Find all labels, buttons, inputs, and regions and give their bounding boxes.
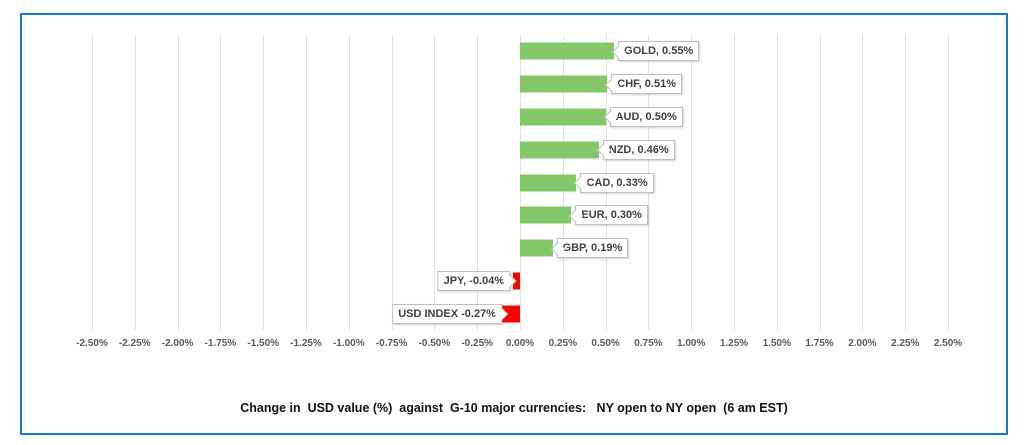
callout-tail <box>605 77 620 92</box>
bar <box>520 174 577 191</box>
gridline <box>691 35 693 330</box>
data-label: CAD, 0.33% <box>574 172 654 193</box>
gridline <box>134 35 136 330</box>
bar <box>520 239 553 257</box>
bar <box>520 141 599 159</box>
x-tick-label: 1.75% <box>805 338 834 349</box>
data-label: GBP, 0.19% <box>550 238 629 259</box>
chart-frame: -2.50% -2.25% -2.00% -1.75% -1.50% -1.25% -1.0… <box>20 13 1008 435</box>
data-label: AUD, 0.50% <box>603 106 683 127</box>
callout-tail <box>596 143 611 158</box>
data-label: GOLD, 0.55% <box>612 41 700 62</box>
gridline <box>734 35 735 330</box>
gridline <box>819 35 821 330</box>
gridline <box>948 35 949 330</box>
bar <box>520 206 572 224</box>
gridline <box>434 35 436 330</box>
x-tick-label: -1.50% <box>247 338 280 349</box>
plot-area: -2.50% -2.25% -2.00% -1.75% -1.50% -1.25% -1.0… <box>76 35 962 349</box>
x-tick-label: -0.75% <box>375 338 408 349</box>
data-label: CHF, 0.51% <box>605 74 682 95</box>
bar <box>520 75 608 93</box>
gridline <box>92 35 93 330</box>
x-tick-label: 1.25% <box>719 338 749 349</box>
x-tick-label: 2.50% <box>933 338 963 349</box>
x-tick-label: -1.75% <box>204 338 237 349</box>
x-tick-label: -0.25% <box>461 338 494 349</box>
bar <box>513 272 520 290</box>
bar <box>520 108 606 126</box>
callout-tail <box>612 44 627 59</box>
gridline <box>348 35 350 330</box>
gridline <box>220 35 222 330</box>
callout-tail <box>569 208 584 223</box>
x-tick-label: -2.00% <box>161 338 194 349</box>
x-tick-label: 2.00% <box>848 338 877 349</box>
x-tick-label: -2.25% <box>118 338 151 349</box>
x-tick-label: 0.25% <box>548 338 577 349</box>
bar <box>520 42 615 60</box>
gridline <box>263 35 265 330</box>
chart-title: Change in USD value (%) against G-10 maj… <box>240 401 788 415</box>
x-tick-label: 1.50% <box>762 338 791 349</box>
x-tick-label: 2.25% <box>891 338 920 349</box>
x-tick-label: 1.00% <box>677 338 706 349</box>
x-tick-label: 0.50% <box>591 338 620 349</box>
callout-tail <box>574 175 589 191</box>
gridline <box>905 35 907 330</box>
data-label: NZD, 0.46% <box>596 139 675 160</box>
data-label: JPY, -0.04% <box>437 270 517 291</box>
data-label: EUR, 0.30% <box>569 205 648 226</box>
callout-tail <box>550 241 565 256</box>
data-label: USD INDEX -0.27% <box>392 303 509 324</box>
gridline <box>306 35 307 330</box>
gridline <box>177 35 179 330</box>
gridline <box>862 35 864 330</box>
gridline <box>477 35 479 330</box>
x-tick-label: 0.75% <box>634 338 663 349</box>
x-tick-label: -1.00% <box>332 338 365 349</box>
gridline <box>776 35 778 330</box>
x-tick-label: -0.50% <box>418 338 451 349</box>
gridline <box>391 35 393 330</box>
x-tick-label: -1.25% <box>290 338 322 349</box>
x-tick-label: -2.50% <box>76 338 108 349</box>
x-tick-label: 0.00% <box>505 338 535 349</box>
